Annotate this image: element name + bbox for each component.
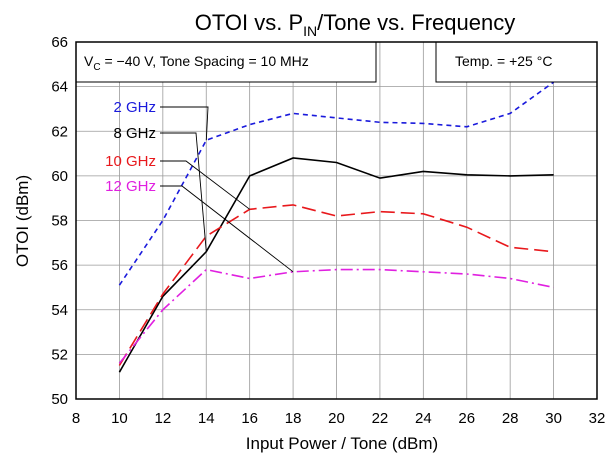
x-tick-label: 10 xyxy=(111,410,128,427)
grid xyxy=(75,41,598,400)
legend-leader-lines xyxy=(160,106,294,273)
x-tick-label: 28 xyxy=(502,410,519,427)
y-tick-label: 64 xyxy=(51,79,68,96)
x-tick-label: 8 xyxy=(72,410,80,427)
x-tick-label: 16 xyxy=(241,410,258,427)
x-tick-label: 24 xyxy=(415,410,432,427)
leader-line xyxy=(160,160,250,210)
series-line-12-ghz xyxy=(118,268,554,364)
temperature-box xyxy=(435,41,598,83)
leader-line xyxy=(160,106,209,141)
series-line-8-ghz xyxy=(118,157,554,373)
conditions-text: VC = −40 V, Tone Spacing = 10 MHz xyxy=(84,53,309,73)
y-tick-label: 56 xyxy=(51,257,68,274)
x-tick-label: 32 xyxy=(589,410,606,427)
x-tick-label: 18 xyxy=(285,410,302,427)
x-tick-labels: 8 10 12 14 16 18 20 22 24 26 28 30 32 xyxy=(72,410,606,427)
x-tick-label: 20 xyxy=(328,410,345,427)
y-tick-label: 54 xyxy=(51,302,68,319)
legend-label-8-ghz: 8 GHz xyxy=(113,125,156,142)
series-line-10-ghz xyxy=(118,204,554,366)
legend-label-12-ghz: 12 GHz xyxy=(105,178,156,195)
legend: 2 GHz 8 GHz 10 GHz 12 GHz xyxy=(105,99,156,195)
y-tick-label: 50 xyxy=(51,391,68,408)
y-tick-label: 58 xyxy=(51,213,68,230)
series-line-2-ghz xyxy=(118,81,555,286)
chart-title: OTOI vs. PIN/Tone vs. Frequency xyxy=(195,10,516,39)
y-tick-label: 62 xyxy=(51,123,68,140)
y-tick-label: 60 xyxy=(51,168,68,185)
plot-frame xyxy=(75,41,598,400)
legend-label-10-ghz: 10 GHz xyxy=(105,153,156,170)
x-tick-label: 30 xyxy=(545,410,562,427)
y-tick-label: 52 xyxy=(51,346,68,363)
x-tick-label: 22 xyxy=(372,410,389,427)
temperature-text: Temp. = +25 °C xyxy=(455,53,552,69)
leader-line xyxy=(160,132,207,252)
y-axis-label: OTOI (dBm) xyxy=(13,175,32,267)
x-axis-label: Input Power / Tone (dBm) xyxy=(246,434,438,453)
x-tick-label: 14 xyxy=(198,410,215,427)
legend-label-2-ghz: 2 GHz xyxy=(113,99,156,116)
x-tick-label: 26 xyxy=(458,410,475,427)
y-tick-labels: 50 52 54 56 58 60 62 64 66 xyxy=(51,34,68,408)
x-tick-label: 12 xyxy=(154,410,171,427)
series-layer xyxy=(118,81,555,373)
leader-line xyxy=(160,185,294,273)
y-tick-label: 66 xyxy=(51,34,68,51)
